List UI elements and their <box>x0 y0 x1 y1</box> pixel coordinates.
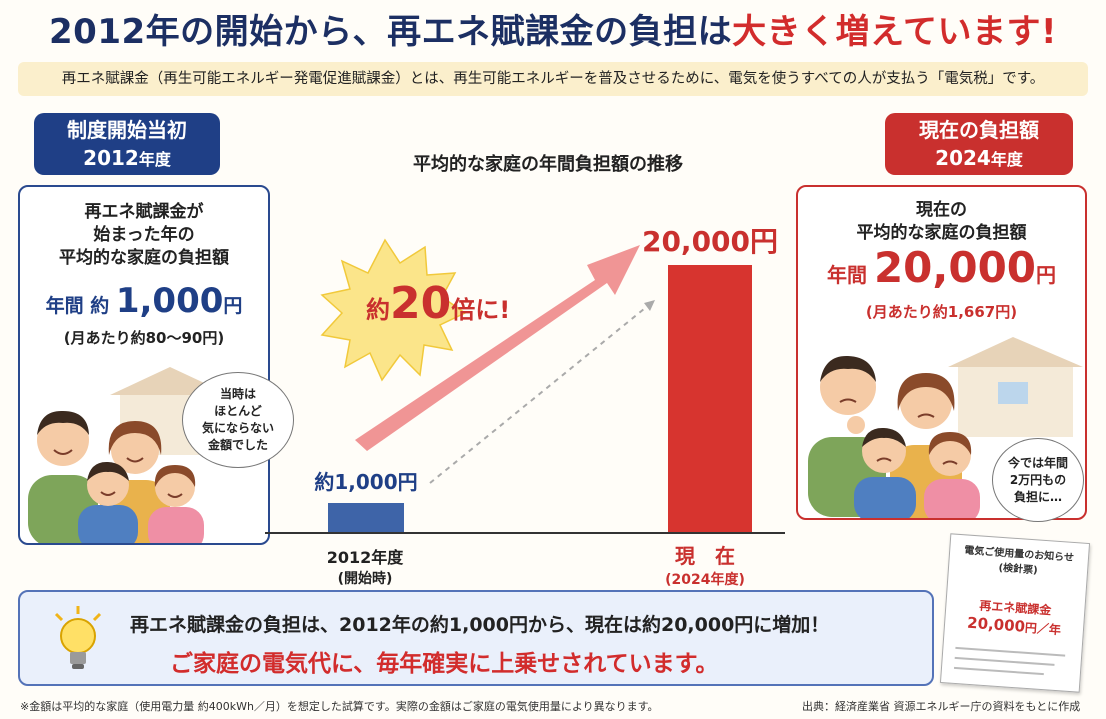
summary-line-1: 再エネ賦課金の負担は、2012年の約1,000円から、現在は約20,000円に増… <box>130 614 830 636</box>
bar-value-label-0: 約1,000円 <box>314 470 417 494</box>
footnote: ※金額は平均的な家庭（使用電力量 約400kWh／月）を想定した試算です。実際の… <box>20 700 659 713</box>
left-desc-line: 再エネ賦課金が <box>84 202 204 222</box>
definition-bar: 再エネ賦課金（再生可能エネルギー発電促進賦課金）とは、再生可能エネルギーを普及さ… <box>18 62 1088 96</box>
right-bubble-line: 負担に… <box>1013 489 1062 504</box>
multiplier-annotation: 約20倍に! <box>366 278 510 329</box>
notice-amount: 20,000 <box>966 613 1026 636</box>
burst-suffix: 倍に! <box>451 296 511 324</box>
right-speech-bubble: 今では年間 2万円もの 負担に… <box>992 438 1084 522</box>
left-desc-line: 平均的な家庭の負担額 <box>59 248 229 268</box>
bar-1 <box>668 265 752 533</box>
left-header-year: 2012年度 <box>34 144 220 174</box>
right-bubble-line: 2万円もの <box>1009 472 1067 487</box>
right-amount-value: 20,000 <box>873 243 1037 292</box>
right-description: 現在の 平均的な家庭の負担額 <box>798 199 1085 245</box>
summary-box: 再エネ賦課金の負担は、2012年の約1,000円から、現在は約20,000円に増… <box>18 590 934 686</box>
right-amount-unit: 円 <box>1036 263 1057 287</box>
left-amount-unit: 円 <box>223 295 243 317</box>
worried-family-illustration <box>808 337 1083 518</box>
page-title-part1: 2012年の開始から、再エネ賦課金の負担は <box>49 12 733 52</box>
left-amount: 年間 約 1,000円 <box>20 281 268 321</box>
right-desc-line: 現在の <box>916 200 967 220</box>
left-bubble-line: 金額でした <box>207 438 268 452</box>
right-year-suffix: 年度 <box>990 150 1023 169</box>
left-header: 制度開始当初 2012年度 <box>34 113 220 175</box>
right-monthly: (月あたり約1,667円) <box>865 303 1018 321</box>
left-speech-bubble: 当時は ほとんど 気にならない 金額でした <box>182 372 294 468</box>
right-year-number: 2024 <box>935 146 991 170</box>
growth-arrow-icon <box>355 245 640 451</box>
source-credit: 出典：経済産業省 資源エネルギー庁の資料をもとに作成 <box>802 700 1081 713</box>
bar-0 <box>328 503 404 533</box>
page-title: 2012年の開始から、再エネ賦課金の負担は大きく増えています! <box>0 4 1106 53</box>
left-desc-line: 始まった年の <box>93 225 195 245</box>
right-amount: 年間 20,000円 <box>798 243 1085 292</box>
dashed-trend-line <box>429 299 656 484</box>
category-sublabel: (開始時) <box>337 571 393 587</box>
lightbulb-icon <box>54 606 102 669</box>
bars-group: 約1,000円 20,000円 <box>314 225 778 533</box>
starburst-badge <box>320 238 467 382</box>
left-bubble-line: 当時は <box>219 387 256 401</box>
left-monthly: (月あたり約80～90円) <box>63 329 225 347</box>
page-title-emphasis: 大きく増えています! <box>732 12 1057 52</box>
burst-prefix: 約 <box>366 296 390 324</box>
category-name: 2012年度 <box>326 548 404 567</box>
category-label-2012: 2012年度 (開始時) <box>290 544 440 588</box>
right-header-title: 現在の負担額 <box>919 118 1039 142</box>
right-bubble-line: 今では年間 <box>1007 455 1068 470</box>
left-amount-prefix: 年間 約 <box>45 295 110 317</box>
right-desc-line: 平均的な家庭の負担額 <box>856 223 1027 243</box>
summary-line-2: ご家庭の電気代に、毎年確実に上乗せされています。 <box>170 651 719 677</box>
bar-value-label-1: 20,000円 <box>642 225 778 258</box>
electricity-bill-notice: 電気ご使用量のお知らせ (検針票) 再エネ賦課金 20,000円／年 <box>939 533 1091 693</box>
left-amount-value: 1,000 <box>115 281 224 321</box>
dashed-arrow-head <box>644 300 655 311</box>
left-header-title: 制度開始当初 <box>67 118 187 142</box>
left-description: 再エネ賦課金が 始まった年の 平均的な家庭の負担額 <box>20 201 268 270</box>
left-bubble-line: ほとんど <box>214 404 262 418</box>
chart-title: 平均的な家庭の年間負担額の推移 <box>413 154 683 175</box>
right-amount-prefix: 年間 <box>826 263 867 287</box>
category-sublabel: (2024年度) <box>665 572 745 588</box>
right-header: 現在の負担額 2024年度 <box>885 113 1073 175</box>
left-year-number: 2012 <box>83 146 139 170</box>
burden-bar-chart: 約1,000円 20,000円 <box>265 225 785 534</box>
burst-number: 20 <box>390 278 452 329</box>
category-label-now: 現 在 (2024年度) <box>630 540 780 589</box>
notice-unit: 円／年 <box>1024 620 1062 638</box>
left-panel: 再エネ賦課金が 始まった年の 平均的な家庭の負担額 年間 約 1,000円 (月… <box>18 185 270 545</box>
left-bubble-line: 気にならない <box>201 421 274 435</box>
left-year-suffix: 年度 <box>138 150 171 169</box>
category-name: 現 在 <box>675 544 735 568</box>
right-header-year: 2024年度 <box>885 144 1073 174</box>
